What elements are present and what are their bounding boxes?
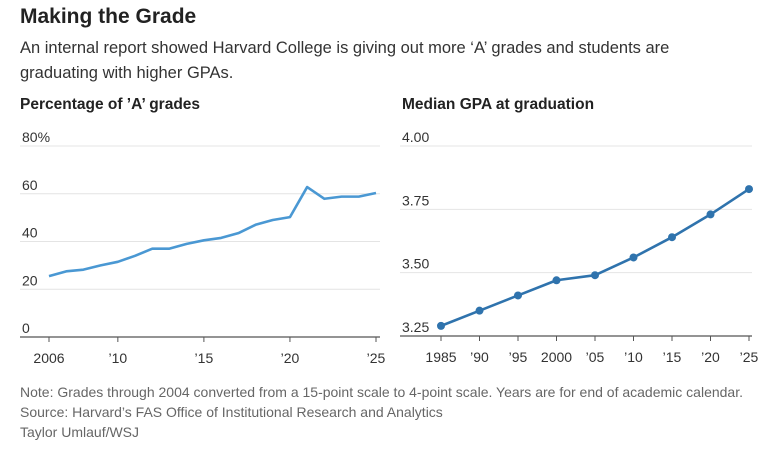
- chart-subtitle: An internal report showed Harvard Colleg…: [20, 39, 670, 82]
- x-tick-label: ’25: [740, 349, 759, 365]
- x-tick-label: ’20: [701, 349, 720, 365]
- y-tick-label: 20: [22, 272, 38, 288]
- data-point: [591, 271, 599, 280]
- data-point: [706, 210, 715, 219]
- footnotes: Note: Grades through 2004 converted from…: [20, 382, 760, 442]
- data-point: [437, 321, 445, 330]
- data-point: [475, 306, 484, 315]
- x-tick-label: 1985: [425, 349, 456, 365]
- y-tick-label: 80%: [22, 129, 50, 145]
- data-point: [514, 291, 522, 300]
- x-tick-label: ’10: [108, 350, 127, 366]
- series-line: [48, 185, 377, 278]
- source-text: Source: Harvard’s FAS Office of Institut…: [20, 404, 443, 420]
- y-tick-label: 3.75: [402, 192, 429, 208]
- data-point: [552, 276, 561, 285]
- data-point: [745, 185, 753, 194]
- x-tick-label: ’10: [624, 349, 643, 365]
- credit-text: Taylor Umlauf/WSJ: [20, 424, 140, 440]
- chart-headline: Making the Grade: [20, 5, 197, 28]
- y-tick-label: 0: [22, 320, 30, 336]
- left-chart-title: Percentage of ’A’ grades: [20, 96, 201, 113]
- x-tick-label: ’25: [367, 350, 386, 366]
- x-tick-label: 2006: [33, 350, 64, 366]
- x-tick-label: ’90: [470, 349, 489, 365]
- x-tick-label: ’15: [195, 350, 214, 366]
- data-point: [629, 253, 638, 262]
- x-tick-label: ’95: [509, 349, 528, 365]
- x-tick-label: 2000: [541, 349, 572, 365]
- y-tick-label: 3.50: [402, 256, 429, 272]
- y-tick-label: 60: [22, 177, 38, 193]
- note-text: Note: Grades through 2004 converted from…: [20, 384, 743, 400]
- right-chart-title: Median GPA at graduation: [402, 96, 595, 113]
- x-tick-label: ’20: [281, 350, 300, 366]
- data-point: [668, 233, 676, 242]
- x-tick-label: ’15: [663, 349, 682, 365]
- y-tick-label: 40: [22, 225, 38, 241]
- y-tick-label: 4.00: [402, 129, 429, 145]
- x-tick-label: ’05: [586, 349, 605, 365]
- y-tick-label: 3.25: [402, 319, 429, 335]
